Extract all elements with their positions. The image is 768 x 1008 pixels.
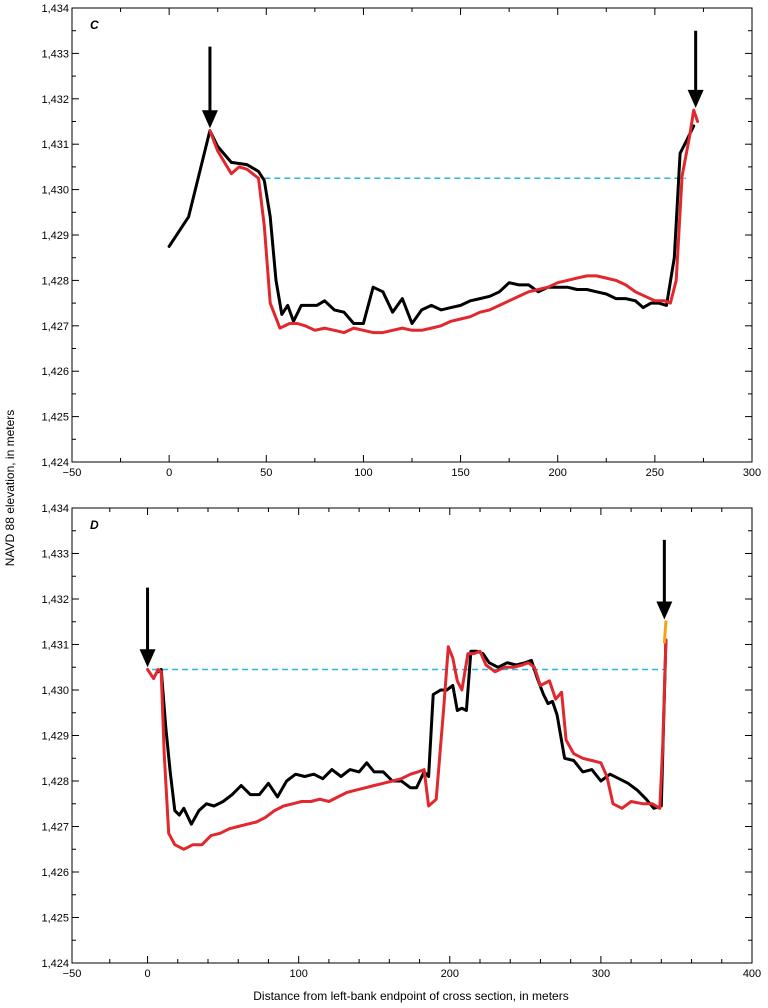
- panel-c-chart: 1,424 1,425 1,426 1,427 1,428 1,429 1,430 1,431…: [41, 3, 761, 479]
- panel-c-x-tick-label: 50: [260, 467, 272, 479]
- panel-c-x-tick-label: 200: [549, 467, 567, 479]
- panel-d-y-tick-label: 1,428: [41, 776, 69, 788]
- panel-c-y-tick-label: 1,425: [41, 412, 69, 424]
- panel-d-x-tick-label: −50: [63, 968, 82, 980]
- panel-c-x-tick-label: 0: [166, 467, 172, 479]
- panel-c-label: C: [90, 18, 99, 32]
- panel-d-plot-frame: [71, 507, 753, 964]
- panel-c-x-tick-label: 150: [451, 467, 469, 479]
- panel-c-y-tick-label: 1,431: [41, 139, 69, 151]
- panel-c-y-tick-label: 1,424: [41, 457, 69, 469]
- panel-d-y-tick-label: 1,431: [41, 640, 69, 652]
- panel-d-y-tick-label: 1,432: [41, 594, 69, 606]
- panel-d-chart: 1,424 1,425 1,426 1,427 1,428 1,429 1,430 1,431…: [41, 503, 761, 980]
- panel-d-y-tick-label: 1,427: [41, 822, 69, 834]
- panel-d-y-tick-label: 1,434: [41, 503, 69, 515]
- panel-c-down-arrow-icon-1: [201, 110, 218, 129]
- panel-d-x-tick-label: 200: [441, 968, 459, 980]
- panel-c-x-tick-label: 250: [646, 467, 664, 479]
- panel-c-plot-frame: [71, 7, 753, 463]
- panel-c-y-tick-label: 1,430: [41, 185, 69, 197]
- panel-d-x-tick-label: 300: [592, 968, 610, 980]
- panel-c-black-profile-line: [167, 124, 696, 325]
- panel-c-y-tick-label: 1,433: [41, 48, 69, 60]
- panel-d-x-tick-label: 0: [144, 968, 150, 980]
- panel-d-y-tick-label: 1,430: [41, 685, 69, 697]
- panel-c-y-tick-label: 1,429: [41, 230, 69, 242]
- y-axis-title: NAVD 88 elevation, in meters: [3, 410, 17, 567]
- panel-d-y-tick-label: 1,424: [41, 958, 69, 970]
- panel-c-x-tick-label: −50: [63, 467, 82, 479]
- panel-d-y-tick-label: 1,425: [41, 913, 69, 925]
- panel-d-down-arrow-icon-1: [139, 649, 156, 668]
- panel-c-y-tick-label: 1,427: [41, 321, 69, 333]
- panel-d-y-tick-label: 1,426: [41, 867, 69, 879]
- panel-d-x-tick-label: 400: [743, 968, 761, 980]
- panel-d-y-tick-label: 1,429: [41, 731, 69, 743]
- panel-d-x-tick-label: 100: [289, 968, 307, 980]
- panel-d-down-arrow-icon-2: [656, 601, 673, 620]
- panel-c-y-tick-label: 1,434: [41, 3, 69, 15]
- panel-d-y-tick-label: 1,433: [41, 549, 69, 561]
- panel-c-x-tick-label: 100: [354, 467, 372, 479]
- panel-d-orange-profile-line: [662, 620, 668, 644]
- panel-c-y-tick-label: 1,432: [41, 94, 69, 106]
- panel-c-y-tick-label: 1,428: [41, 275, 69, 287]
- panel-c-down-arrow-icon-2: [687, 89, 704, 108]
- panel-d-black-profile-line: [156, 638, 668, 826]
- panel-d-label: D: [90, 518, 99, 532]
- panel-d-red-profile-line: [146, 638, 668, 851]
- x-axis-title: Distance from left-bank endpoint of cros…: [253, 989, 568, 1003]
- panel-c-y-tick-label: 1,426: [41, 366, 69, 378]
- panel-c-red-profile-line: [208, 108, 700, 335]
- panel-c-x-tick-label: 300: [743, 467, 761, 479]
